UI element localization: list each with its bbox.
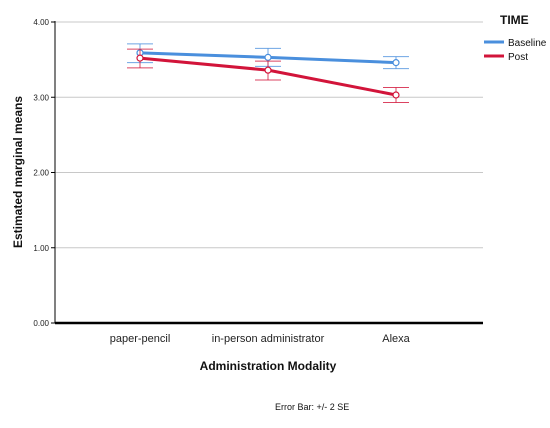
data-point-baseline	[392, 59, 400, 67]
x-tick-label: Alexa	[382, 333, 410, 345]
data-point-post	[392, 91, 400, 99]
x-tick-label: in-person administrator	[212, 333, 325, 345]
data-point-baseline	[264, 53, 272, 61]
error-bar-footnote: Error Bar: +/- 2 SE	[275, 402, 349, 412]
y-tick-label: 1.00	[33, 244, 49, 253]
legend: TIME Baseline Post	[484, 13, 547, 63]
data-point-post	[264, 66, 272, 74]
legend-title: TIME	[500, 13, 529, 27]
x-tick-labels: paper-pencil in-person administrator Alexa	[110, 333, 411, 345]
x-axis-title: Administration Modality	[200, 359, 337, 373]
y-tick-label: 0.00	[33, 319, 49, 328]
series-group	[127, 43, 409, 104]
y-tick-label: 2.00	[33, 169, 49, 178]
data-point-post	[136, 54, 144, 62]
legend-label-baseline: Baseline	[508, 38, 547, 49]
y-tick-labels: 0.00 1.00 2.00 3.00 4.00	[33, 18, 49, 328]
y-axis-title: Estimated marginal means	[11, 96, 25, 248]
x-tick-label: paper-pencil	[110, 333, 171, 345]
y-tick-label: 3.00	[33, 93, 49, 102]
grid-lines	[51, 21, 483, 324]
legend-label-post: Post	[508, 52, 528, 63]
y-tick-label: 4.00	[33, 18, 49, 27]
